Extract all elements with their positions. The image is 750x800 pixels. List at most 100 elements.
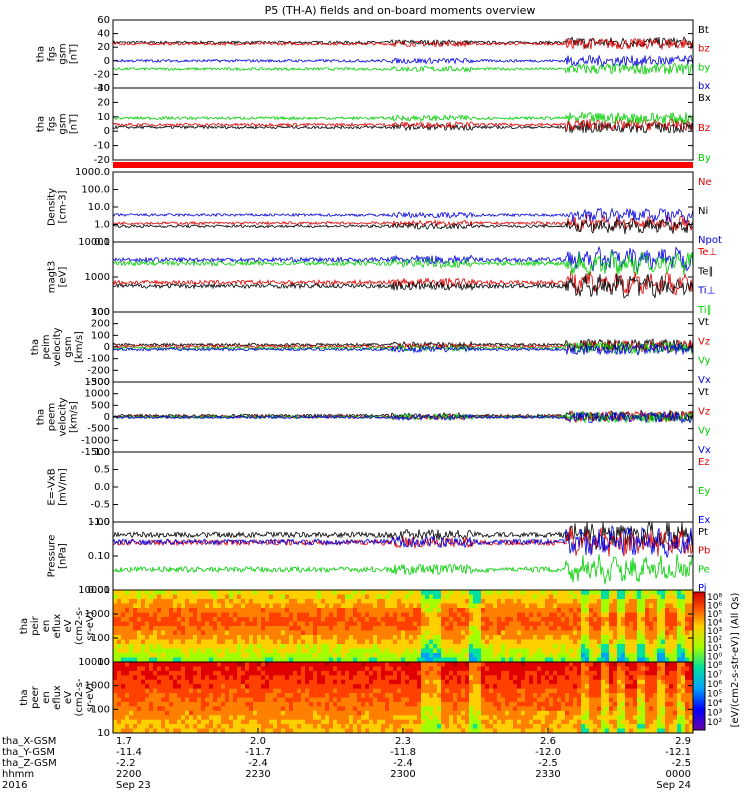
spectrogram-cell — [669, 617, 674, 622]
spectrogram-cell — [429, 657, 434, 663]
spectrogram-cell — [465, 666, 470, 672]
spectrogram-cell — [405, 693, 410, 698]
spectrogram-cell — [445, 626, 450, 631]
spectrogram-cell — [661, 639, 666, 645]
spectrogram-cell — [153, 644, 158, 649]
spectrogram-cell — [685, 724, 690, 730]
spectrogram-cell — [685, 648, 690, 654]
spectrogram-cell — [285, 608, 290, 613]
spectrogram-cell — [585, 644, 590, 649]
spectrogram-cell — [385, 639, 390, 645]
spectrogram-cell — [541, 617, 546, 622]
spectrogram-cell — [625, 594, 630, 600]
spectrogram-cell — [261, 612, 266, 618]
spectrogram-cell — [221, 670, 226, 676]
spectrogram-cell — [221, 603, 226, 609]
spectrogram-cell — [429, 626, 434, 631]
spectrogram-cell — [509, 657, 514, 663]
spectrogram-cell — [333, 648, 338, 654]
spectrogram-cell — [589, 653, 594, 658]
spectrogram-cell — [681, 603, 686, 609]
spectrogram-cell — [653, 679, 658, 685]
spectrogram-cell — [553, 617, 558, 622]
spectrogram-cell — [645, 670, 650, 676]
spectrogram-cell — [133, 724, 138, 730]
spectrogram-cell — [641, 688, 646, 694]
spectrogram-cell — [205, 706, 210, 712]
spectrogram-cell — [321, 608, 326, 613]
spectrogram-cell — [117, 697, 122, 703]
spectrogram-cell — [581, 662, 586, 667]
spectrogram-cell — [405, 644, 410, 649]
spectrogram-cell — [605, 630, 610, 636]
spectrogram-cell — [145, 653, 150, 658]
spectrogram-cell — [505, 688, 510, 694]
spectrogram-cell — [125, 594, 130, 600]
spectrogram-cell — [429, 648, 434, 654]
spectrogram-cell — [689, 684, 694, 690]
spectrogram-cell — [657, 617, 662, 622]
spectrogram-cell — [229, 626, 234, 631]
spectrogram-cell — [229, 679, 234, 685]
spectrogram-cell — [565, 603, 570, 609]
spectrogram-cell — [313, 693, 318, 698]
spectrogram-cell — [517, 724, 522, 730]
spectrogram-cell — [553, 670, 558, 676]
spectrogram-cell — [553, 612, 558, 618]
spectrogram-cell — [665, 599, 670, 604]
spectrogram-cell — [481, 599, 486, 604]
spectrogram-cell — [145, 635, 150, 640]
spectrogram-cell — [229, 590, 234, 595]
spectrogram-cell — [617, 701, 622, 707]
spectrogram-cell — [453, 724, 458, 730]
spectrogram-cell — [161, 630, 166, 636]
spectrogram-cell — [625, 612, 630, 618]
spectrogram-cell — [297, 666, 302, 672]
spectrogram-cell — [153, 612, 158, 618]
spectrogram-cell — [233, 728, 238, 734]
spectrogram-cell — [265, 688, 270, 694]
spectrogram-cell — [397, 630, 402, 636]
spectrogram-cell — [657, 612, 662, 618]
spectrogram-cell — [265, 662, 270, 667]
spectrogram-cell — [509, 688, 514, 694]
spectrogram-cell — [501, 612, 506, 618]
spectrogram-cell — [133, 688, 138, 694]
spectrogram-cell — [349, 594, 354, 600]
spectrogram-cell — [353, 693, 358, 698]
spectrogram-cell — [193, 701, 198, 707]
spectrogram-cell — [309, 662, 314, 667]
spectrogram-cell — [397, 648, 402, 654]
spectrogram-cell — [445, 675, 450, 681]
spectrogram-cell — [461, 626, 466, 631]
spectrogram-cell — [301, 617, 306, 622]
spectrogram-cell — [321, 621, 326, 627]
spectrogram-cell — [649, 662, 654, 667]
spectrogram-cell — [593, 684, 598, 690]
spectrogram-cell — [357, 657, 362, 663]
spectrogram-cell — [301, 670, 306, 676]
spectrogram-cell — [237, 657, 242, 663]
spectrogram-cell — [433, 639, 438, 645]
spectrogram-cell — [545, 653, 550, 658]
spectrogram-cell — [625, 666, 630, 672]
spectrogram-cell — [281, 710, 286, 716]
series-line-By — [112, 110, 694, 125]
spectrogram-cell — [401, 679, 406, 685]
spectrogram-cell — [185, 693, 190, 698]
spectrogram-cell — [469, 644, 474, 649]
spectrogram-cell — [253, 675, 258, 681]
spectrogram-cell — [605, 599, 610, 604]
spectrogram-cell — [237, 675, 242, 681]
spectrogram-cell — [689, 666, 694, 672]
spectrogram-cell — [469, 617, 474, 622]
spectrogram-cell — [361, 599, 366, 604]
spectrogram-cell — [389, 679, 394, 685]
spectrogram-cell — [469, 701, 474, 707]
spectrogram-cell — [637, 679, 642, 685]
spectrogram-cell — [649, 630, 654, 636]
y-tick-label: 1.0 — [94, 220, 110, 231]
spectrogram-cell — [205, 688, 210, 694]
spectrogram-cell — [545, 644, 550, 649]
spectrogram-cell — [545, 594, 550, 600]
